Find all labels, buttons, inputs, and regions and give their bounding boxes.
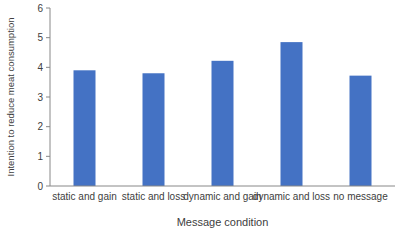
y-tick [46, 126, 50, 127]
y-tick [46, 186, 50, 187]
y-axis-title: Intention to reduce meat consumption [5, 18, 16, 177]
y-tick-label: 5 [37, 32, 43, 43]
y-tick [46, 67, 50, 68]
y-tick-label: 0 [37, 181, 43, 192]
y-tick-label: 3 [37, 92, 43, 103]
bar [350, 76, 372, 186]
y-axis-line [50, 8, 51, 186]
x-tick-label: dynamic and loss [253, 191, 330, 202]
chart-svg: 0123456static and gainstatic and lossdyn… [0, 0, 400, 235]
y-tick-label: 2 [37, 121, 43, 132]
x-axis-line [50, 186, 395, 187]
y-tick-label: 4 [37, 62, 43, 73]
y-tick-label: 6 [37, 3, 43, 14]
x-tick-label: static and gain [52, 191, 117, 202]
x-tick-label: static and loss [122, 191, 185, 202]
y-tick [46, 97, 50, 98]
bar [74, 70, 96, 186]
y-tick [46, 8, 50, 9]
y-tick [46, 156, 50, 157]
bars [74, 42, 372, 186]
y-tick [46, 37, 50, 38]
bar [212, 61, 234, 186]
bar [281, 42, 303, 186]
x-axis-title: Message condition [177, 216, 269, 228]
bar [143, 73, 165, 186]
x-tick-label: dynamic and gain [183, 191, 261, 202]
chart-container: 0123456static and gainstatic and lossdyn… [0, 0, 400, 235]
x-tick-label: no message [333, 191, 388, 202]
y-tick-label: 1 [37, 151, 43, 162]
